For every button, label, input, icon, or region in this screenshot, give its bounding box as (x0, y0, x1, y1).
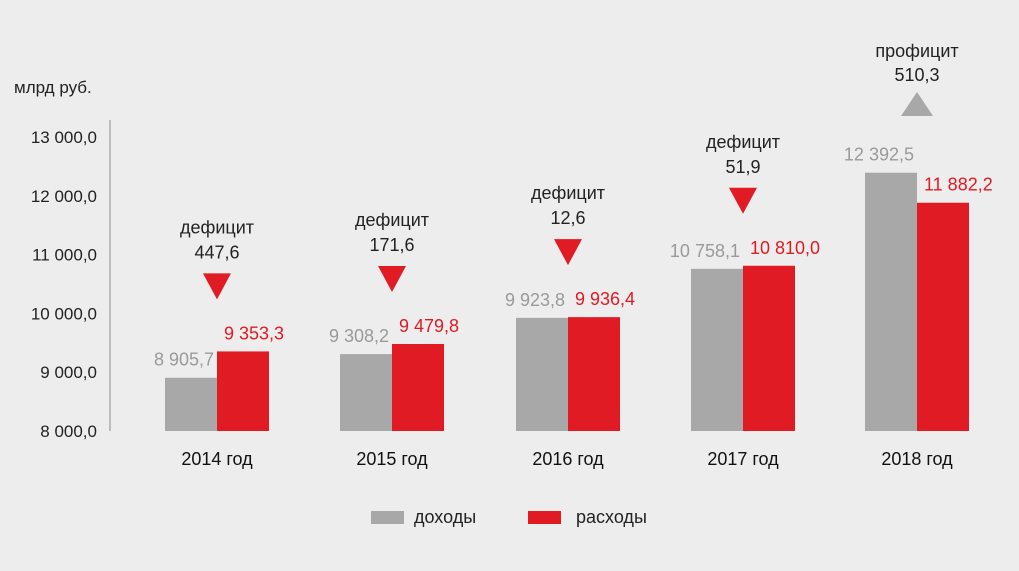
income-legend-swatch (371, 511, 404, 524)
y-tick-label: 13 000,0 (31, 128, 97, 147)
expense-bar (217, 351, 269, 431)
deficit-value: 171,6 (369, 235, 414, 255)
income-bar (516, 317, 568, 431)
expense-bar (392, 343, 444, 431)
deficit-label: дефицит (531, 183, 605, 203)
surplus-value: 510,3 (894, 65, 939, 85)
deficit-value: 12,6 (550, 208, 585, 228)
y-tick-label: 9 000,0 (40, 363, 97, 382)
deficit-arrow-icon (729, 187, 757, 214)
income-bar (340, 354, 392, 431)
deficit-arrow-icon (554, 239, 582, 266)
surplus-label: профицит (875, 41, 958, 61)
deficit-value: 51,9 (725, 157, 760, 177)
income-legend-label: доходы (414, 507, 476, 527)
income-value-label: 10 758,1 (670, 241, 740, 261)
expense-value-label: 9 353,3 (224, 323, 284, 343)
x-category-label: 2014 год (181, 449, 253, 469)
expense-bar (917, 202, 969, 431)
expense-value-label: 11 882,2 (924, 175, 993, 195)
income-bar (165, 377, 217, 431)
deficit-arrow-icon (203, 273, 231, 300)
expense-value-label: 9 479,8 (399, 316, 459, 336)
income-value-label: 8 905,7 (154, 350, 214, 370)
expense-bar (568, 317, 620, 431)
income-bar (691, 268, 743, 431)
income-value-label: 9 923,8 (505, 290, 565, 310)
income-value-label: 12 392,5 (844, 145, 914, 165)
y-axis-unit-label: млрд руб. (14, 78, 92, 97)
y-tick-label: 10 000,0 (31, 304, 97, 323)
surplus-arrow-icon (901, 92, 933, 116)
deficit-label: дефицит (180, 217, 254, 237)
expense-value-label: 9 936,4 (575, 289, 635, 309)
deficit-label: дефицит (706, 132, 780, 152)
x-category-label: 2018 год (881, 449, 953, 469)
x-category-label: 2015 год (356, 449, 428, 469)
y-tick-label: 11 000,0 (32, 246, 97, 265)
income-value-label: 9 308,2 (329, 326, 389, 346)
deficit-label: дефицит (355, 210, 429, 230)
y-tick-label: 8 000,0 (40, 422, 97, 441)
expense-legend-label: расходы (576, 507, 647, 527)
expense-legend-swatch (528, 511, 561, 524)
deficit-arrow-icon (378, 265, 406, 292)
x-category-label: 2017 год (707, 449, 779, 469)
income-bar (865, 172, 917, 431)
expense-bar (743, 265, 795, 431)
y-tick-label: 12 000,0 (31, 187, 97, 206)
x-category-label: 2016 год (532, 449, 604, 469)
deficit-value: 447,6 (194, 242, 239, 262)
expense-value-label: 10 810,0 (750, 238, 820, 258)
